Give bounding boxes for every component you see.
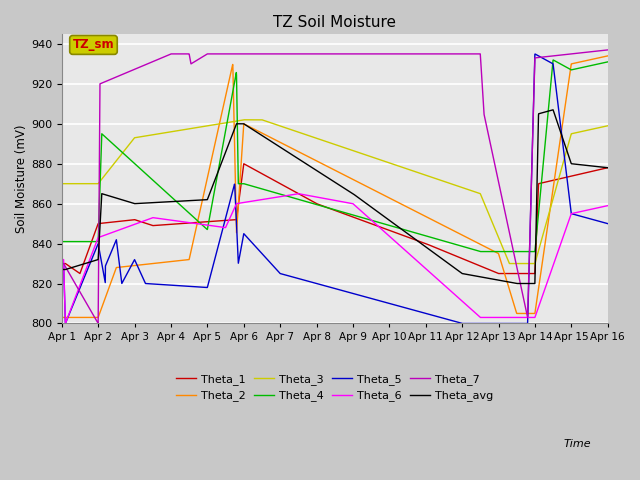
Theta_4 bbox=[604, 59, 612, 65]
Text: TZ_sm: TZ_sm bbox=[73, 38, 115, 51]
Theta_3 bbox=[604, 123, 612, 129]
Theta_1 bbox=[120, 218, 128, 224]
Theta_7 bbox=[94, 320, 102, 326]
Theta_1 bbox=[152, 222, 160, 228]
Theta_5 bbox=[268, 261, 275, 266]
Theta_1 bbox=[495, 271, 502, 276]
Theta_6 bbox=[153, 215, 161, 221]
Theta_1 bbox=[291, 189, 299, 195]
Title: TZ Soil Moisture: TZ Soil Moisture bbox=[273, 15, 396, 30]
Theta_7 bbox=[58, 261, 65, 266]
Theta_2 bbox=[152, 260, 160, 266]
Theta_1 bbox=[604, 165, 612, 170]
Theta_2 bbox=[268, 135, 275, 141]
Theta_6 bbox=[58, 257, 65, 263]
Theta_5 bbox=[58, 261, 65, 266]
Theta_5 bbox=[531, 51, 539, 57]
Line: Theta_avg: Theta_avg bbox=[61, 110, 608, 284]
Theta_avg bbox=[593, 164, 601, 169]
Theta_7 bbox=[291, 51, 299, 57]
Theta_1 bbox=[268, 176, 275, 182]
Theta_avg bbox=[513, 281, 521, 287]
Line: Theta_4: Theta_4 bbox=[61, 60, 608, 252]
Theta_5 bbox=[291, 275, 299, 280]
Theta_3 bbox=[152, 132, 160, 137]
Theta_2 bbox=[58, 314, 65, 320]
Theta_6 bbox=[534, 304, 542, 310]
Theta_5 bbox=[152, 281, 160, 287]
Theta_1 bbox=[58, 261, 65, 266]
Theta_4 bbox=[593, 61, 601, 67]
Theta_3 bbox=[58, 181, 65, 187]
Theta_7 bbox=[153, 57, 161, 63]
Theta_6 bbox=[120, 225, 128, 231]
Theta_3 bbox=[120, 148, 128, 154]
Theta_avg bbox=[152, 200, 160, 205]
Theta_7 bbox=[593, 48, 601, 54]
Theta_2 bbox=[593, 55, 601, 61]
Theta_7 bbox=[604, 47, 612, 53]
Line: Theta_3: Theta_3 bbox=[61, 120, 608, 264]
Theta_1 bbox=[534, 181, 542, 187]
Theta_4 bbox=[291, 195, 299, 201]
Theta_4 bbox=[152, 180, 160, 186]
Theta_2 bbox=[604, 53, 612, 59]
Theta_1 bbox=[240, 161, 248, 167]
Theta_2 bbox=[291, 147, 299, 153]
Line: Theta_2: Theta_2 bbox=[61, 56, 608, 317]
Line: Theta_1: Theta_1 bbox=[61, 164, 608, 274]
Theta_6 bbox=[291, 192, 299, 197]
Theta_2 bbox=[120, 264, 128, 270]
Theta_avg bbox=[291, 154, 299, 159]
Theta_7 bbox=[534, 55, 542, 60]
Theta_3 bbox=[534, 248, 542, 253]
Theta_3 bbox=[506, 261, 513, 266]
Theta_4 bbox=[549, 57, 557, 63]
Theta_6 bbox=[604, 203, 612, 208]
Theta_4 bbox=[268, 189, 275, 194]
Theta_6 bbox=[61, 321, 69, 326]
Theta_4 bbox=[534, 213, 542, 218]
Line: Theta_6: Theta_6 bbox=[61, 194, 608, 324]
Theta_3 bbox=[593, 125, 601, 131]
Theta_avg bbox=[549, 107, 557, 113]
Line: Theta_5: Theta_5 bbox=[61, 54, 608, 324]
Theta_6 bbox=[593, 205, 601, 211]
Theta_5 bbox=[458, 321, 466, 326]
Theta_avg bbox=[58, 267, 65, 273]
Theta_3 bbox=[268, 120, 275, 126]
Theta_4 bbox=[58, 239, 65, 244]
Y-axis label: Soil Moisture (mV): Soil Moisture (mV) bbox=[15, 124, 28, 233]
Theta_avg bbox=[604, 165, 612, 170]
Theta_2 bbox=[534, 288, 542, 294]
Line: Theta_7: Theta_7 bbox=[61, 50, 608, 323]
Theta_5 bbox=[593, 218, 601, 224]
Theta_6 bbox=[294, 191, 302, 197]
Text: Time: Time bbox=[563, 439, 591, 449]
Theta_3 bbox=[240, 117, 248, 123]
Theta_avg bbox=[268, 138, 275, 144]
Theta_1 bbox=[593, 167, 601, 173]
Legend: Theta_1, Theta_2, Theta_3, Theta_4, Theta_5, Theta_6, Theta_7, Theta_avg: Theta_1, Theta_2, Theta_3, Theta_4, Thet… bbox=[172, 370, 497, 406]
Theta_6 bbox=[268, 195, 275, 201]
Theta_3 bbox=[291, 128, 299, 134]
Theta_4 bbox=[477, 249, 484, 254]
Theta_avg bbox=[534, 120, 542, 126]
Theta_avg bbox=[120, 198, 128, 204]
Theta_5 bbox=[604, 221, 612, 227]
Theta_7 bbox=[268, 51, 275, 57]
Theta_4 bbox=[120, 151, 128, 157]
Theta_7 bbox=[120, 71, 128, 76]
Theta_5 bbox=[534, 53, 542, 59]
Theta_5 bbox=[120, 276, 128, 282]
